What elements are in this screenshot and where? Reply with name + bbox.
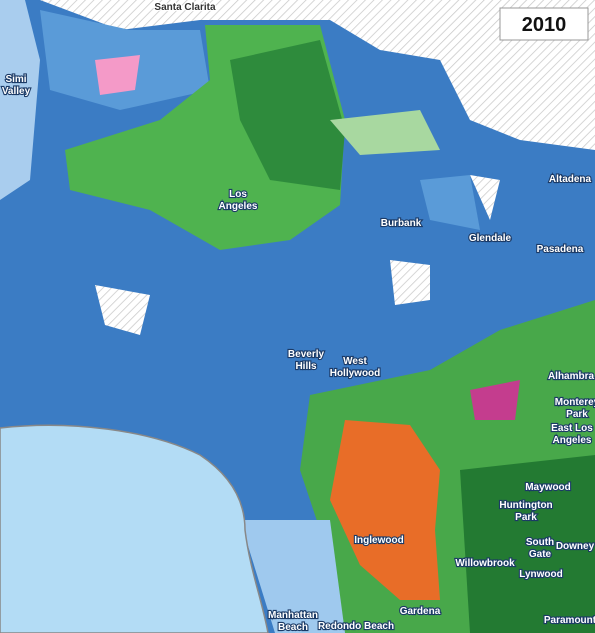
place-label: Los	[229, 189, 247, 200]
region	[230, 40, 345, 190]
place-label: Huntington	[499, 500, 552, 511]
place-label: Lynwood	[519, 569, 563, 580]
place-label: Downey	[556, 541, 595, 552]
title: 2010	[522, 14, 567, 36]
place-label: Willowbrook	[455, 558, 515, 569]
place-label: Manhattan	[268, 610, 318, 621]
ocean	[0, 424, 269, 633]
place-label: Altadena	[549, 174, 592, 185]
place-label: Angeles	[553, 435, 592, 446]
place-label: Park	[515, 512, 537, 523]
place-label: Hills	[295, 361, 317, 372]
place-label: Simi	[5, 74, 26, 85]
place-label: Gate	[529, 549, 552, 560]
region	[470, 380, 520, 420]
place-label: Monterey	[555, 397, 595, 408]
region	[0, 0, 40, 200]
region	[420, 175, 480, 230]
region	[330, 420, 440, 600]
place-label: Alhambra	[548, 371, 595, 382]
place-label: Gardena	[400, 606, 441, 617]
place-label: Park	[566, 409, 588, 420]
place-label: Maywood	[525, 482, 571, 493]
region	[240, 520, 345, 633]
place-label: Paramount	[544, 615, 595, 626]
place-label: Beverly	[288, 349, 325, 360]
place-label: Valley	[2, 86, 31, 97]
place-label: Redondo Beach	[318, 621, 394, 632]
region	[95, 55, 140, 95]
region	[460, 455, 595, 633]
hatched-area	[0, 0, 595, 150]
title-box	[499, 7, 589, 41]
place-label: Beach	[278, 622, 308, 633]
place-label: Burbank	[381, 218, 422, 229]
place-label: Santa Clarita	[154, 2, 216, 13]
place-label: Glendale	[469, 233, 512, 244]
place-label: West	[343, 356, 367, 367]
place-label: Hollywood	[330, 368, 381, 379]
hatched-area	[95, 175, 500, 335]
region	[330, 110, 440, 155]
place-label: South	[526, 537, 554, 548]
place-label: East Los	[551, 423, 593, 434]
place-label: Pasadena	[537, 244, 584, 255]
place-label: Inglewood	[354, 535, 403, 546]
place-label: Angeles	[219, 201, 258, 212]
